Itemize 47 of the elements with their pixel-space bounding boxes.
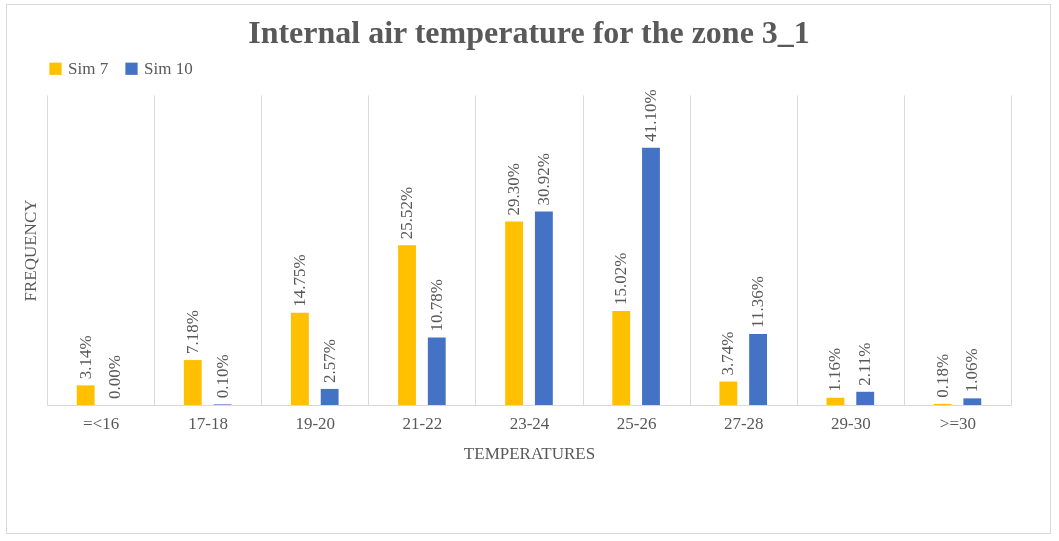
data-label: 14.75% — [289, 254, 309, 307]
data-label: 1.16% — [825, 347, 845, 392]
bar — [76, 385, 95, 405]
y-axis-title: FREQUENCY — [20, 199, 40, 302]
bar — [963, 398, 982, 405]
bar — [320, 388, 339, 405]
bar — [856, 391, 875, 405]
x-tick-label: =<16 — [82, 413, 120, 433]
legend-label: Sim 7 — [68, 58, 109, 78]
data-label: 30.92% — [533, 153, 553, 206]
chart-title: Internal air temperature for the zone 3_1 — [248, 14, 810, 50]
data-label: 25.52% — [397, 186, 417, 240]
data-label: 0.18% — [932, 353, 952, 398]
data-label: 0.10% — [212, 354, 232, 399]
data-label: 15.02% — [611, 252, 631, 305]
data-label: 7.18% — [182, 310, 202, 355]
x-tick-label: 19-20 — [295, 413, 336, 433]
x-tick-label: 25-26 — [616, 413, 657, 433]
bar — [719, 381, 738, 405]
x-tick-label: 17-18 — [188, 413, 228, 433]
data-label: 41.10% — [640, 89, 660, 142]
data-label: 3.14% — [75, 335, 95, 380]
data-label: 2.57% — [319, 338, 339, 383]
x-tick-label: 27-28 — [723, 413, 764, 433]
bar — [427, 337, 446, 405]
x-axis-title: TEMPERATURES — [463, 443, 596, 463]
bar — [505, 221, 524, 405]
bar — [642, 147, 660, 405]
data-label: 0.00% — [105, 355, 125, 399]
x-tick-label: 21-22 — [402, 413, 443, 433]
bar — [826, 397, 845, 405]
data-label: 3.74% — [718, 331, 738, 376]
bar — [534, 211, 553, 405]
x-tick-label: >=30 — [939, 413, 977, 433]
bar — [612, 310, 631, 405]
bar — [290, 312, 309, 405]
bar — [183, 360, 202, 405]
bar — [398, 245, 416, 405]
data-label: 2.11% — [855, 342, 875, 386]
legend-label: Sim 10 — [144, 58, 193, 78]
bar — [749, 333, 768, 405]
data-label: 29.30% — [504, 163, 524, 216]
data-label: 10.78% — [426, 279, 446, 332]
x-tick-label: 29-30 — [831, 413, 871, 433]
x-tick-label: 23-24 — [509, 413, 550, 433]
data-label: 11.36% — [748, 276, 768, 328]
data-label: 1.06% — [962, 348, 982, 393]
